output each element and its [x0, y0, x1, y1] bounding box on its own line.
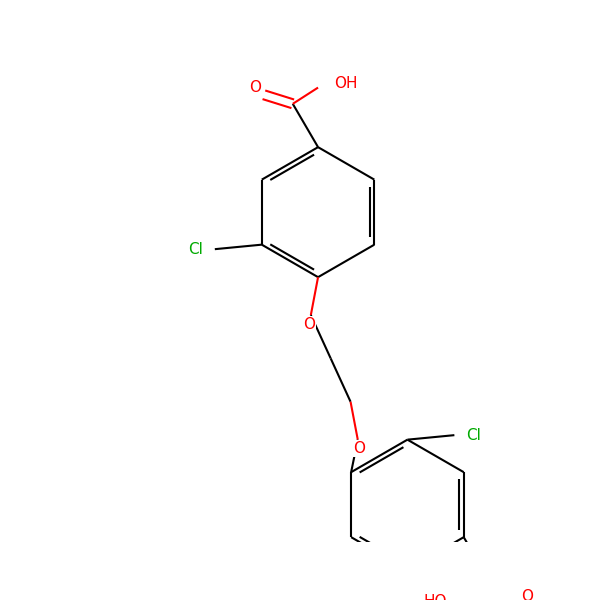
Text: OH: OH — [334, 76, 358, 91]
Text: HO: HO — [424, 594, 448, 600]
Text: O: O — [353, 441, 365, 456]
Text: Cl: Cl — [466, 428, 481, 443]
Text: O: O — [521, 589, 533, 600]
Text: O: O — [303, 317, 315, 332]
Text: O: O — [249, 80, 261, 95]
Text: Cl: Cl — [188, 242, 203, 257]
